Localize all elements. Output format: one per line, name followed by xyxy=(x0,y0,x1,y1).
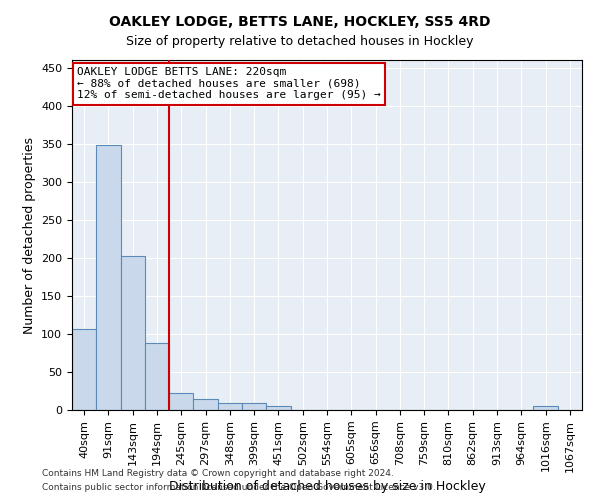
Bar xyxy=(96,145,121,410)
Bar xyxy=(169,392,193,410)
Text: OAKLEY LODGE, BETTS LANE, HOCKLEY, SS5 4RD: OAKLEY LODGE, BETTS LANE, HOCKLEY, SS5 4… xyxy=(109,15,491,29)
Bar xyxy=(266,406,290,410)
Text: OAKLEY LODGE BETTS LANE: 220sqm
← 88% of detached houses are smaller (698)
12% o: OAKLEY LODGE BETTS LANE: 220sqm ← 88% of… xyxy=(77,67,381,100)
Bar xyxy=(193,400,218,410)
Text: Contains HM Land Registry data © Crown copyright and database right 2024.: Contains HM Land Registry data © Crown c… xyxy=(42,468,394,477)
Bar xyxy=(72,328,96,410)
Bar xyxy=(218,403,242,410)
Bar xyxy=(533,406,558,410)
Bar xyxy=(145,343,169,410)
Y-axis label: Number of detached properties: Number of detached properties xyxy=(23,136,35,334)
X-axis label: Distribution of detached houses by size in Hockley: Distribution of detached houses by size … xyxy=(169,480,485,493)
Text: Contains public sector information licensed under the Open Government Licence v3: Contains public sector information licen… xyxy=(42,484,436,492)
Text: Size of property relative to detached houses in Hockley: Size of property relative to detached ho… xyxy=(126,35,474,48)
Bar xyxy=(242,403,266,410)
Bar xyxy=(121,256,145,410)
